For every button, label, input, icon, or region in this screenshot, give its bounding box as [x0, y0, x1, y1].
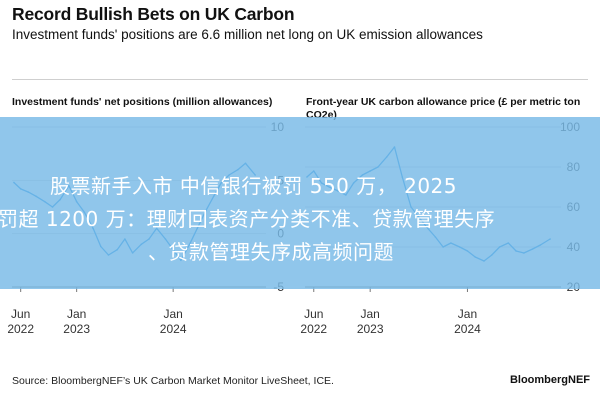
left-x-tick-label-year: 2022 — [7, 322, 34, 336]
left-x-tick-label-year: 2024 — [160, 322, 187, 336]
chart-title: Record Bullish Bets on UK Carbon — [12, 4, 295, 24]
overlay-text-line-2: 罚超 1200 万：理财回表资产分类不准、贷款管理失序 — [0, 207, 496, 231]
source-note: Source: BloombergNEF’s UK Carbon Market … — [12, 375, 334, 387]
left-x-tick-label-month: Jan — [67, 307, 86, 321]
right-x-tick-label-year: 2022 — [300, 322, 327, 336]
left-x-tick-label-year: 2023 — [63, 322, 90, 336]
right-x-tick-label-month: Jan — [458, 307, 477, 321]
right-x-tick-label-month: Jan — [360, 307, 379, 321]
chart-subtitle: Investment funds' positions are 6.6 mill… — [12, 27, 483, 42]
left-panel-title: Investment funds' net positions (million… — [12, 96, 273, 108]
left-x-tick-label-month: Jan — [163, 307, 182, 321]
overlay-banner — [0, 117, 600, 289]
brand-logo: BloombergNEF — [509, 374, 590, 386]
overlay-text-line-3: 、贷款管理失序成高频问题 — [148, 240, 394, 264]
overlay-text-line-1: 股票新手入市 中信银行被罚 550 万， 2025 — [50, 174, 458, 198]
left-x-tick-label-month: Jun — [11, 307, 30, 321]
right-x-tick-label-month: Jun — [304, 307, 323, 321]
right-x-tick-label-year: 2023 — [357, 322, 384, 336]
right-x-tick-label-year: 2024 — [454, 322, 481, 336]
header-divider — [12, 79, 588, 80]
